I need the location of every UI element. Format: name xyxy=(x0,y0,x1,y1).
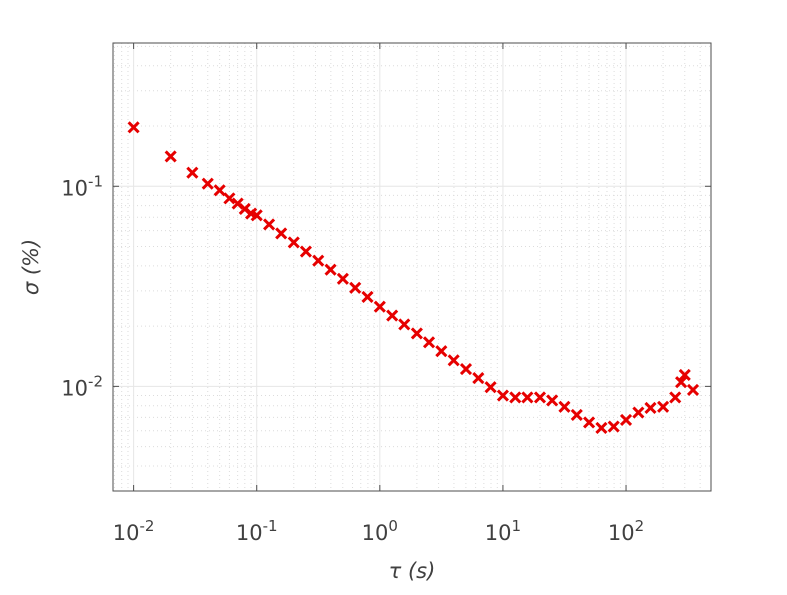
marker xyxy=(657,400,670,413)
marker xyxy=(570,408,583,421)
tick-label: 100 xyxy=(362,517,398,545)
marker xyxy=(607,420,620,433)
marker xyxy=(675,376,688,389)
marker xyxy=(201,177,214,190)
marker xyxy=(619,413,633,426)
marker xyxy=(595,421,608,434)
marker xyxy=(373,300,386,313)
marker xyxy=(422,336,436,349)
marker xyxy=(632,406,645,419)
y-axis-label: σ (%) xyxy=(19,239,43,295)
marker xyxy=(583,416,596,429)
marker xyxy=(398,318,411,331)
marker xyxy=(435,345,448,358)
marker xyxy=(186,166,199,179)
marker xyxy=(287,236,300,249)
tick-label: 10-1 xyxy=(61,172,103,200)
marker xyxy=(686,383,700,396)
marker xyxy=(250,209,263,222)
marker xyxy=(361,290,374,303)
marker xyxy=(349,281,362,294)
marker xyxy=(521,391,534,404)
marker xyxy=(447,354,460,367)
tick-label: 10-2 xyxy=(61,372,103,400)
tick-label: 10-2 xyxy=(113,517,155,545)
marker xyxy=(669,391,682,404)
tick-label: 101 xyxy=(485,517,521,545)
marker xyxy=(213,184,226,197)
marker xyxy=(324,263,337,276)
marker xyxy=(410,327,423,340)
marker xyxy=(496,389,509,402)
marker xyxy=(472,372,485,385)
marker xyxy=(558,400,571,413)
x-axis-label: τ (s) xyxy=(389,559,436,583)
marker xyxy=(533,391,547,404)
marker xyxy=(299,245,312,258)
marker xyxy=(263,218,276,231)
marker xyxy=(484,381,497,394)
marker xyxy=(223,192,236,205)
marker xyxy=(546,394,559,407)
plot-frame xyxy=(112,42,712,492)
marker xyxy=(386,309,399,322)
tick-label: 10-1 xyxy=(236,517,278,545)
marker xyxy=(164,150,177,163)
marker xyxy=(275,227,288,240)
tick-label: 102 xyxy=(608,517,644,545)
marker xyxy=(336,272,349,285)
marker xyxy=(678,368,691,382)
marker xyxy=(509,391,522,404)
marker xyxy=(312,254,325,267)
marker xyxy=(127,121,140,134)
marker xyxy=(459,363,473,376)
marker xyxy=(644,401,657,415)
